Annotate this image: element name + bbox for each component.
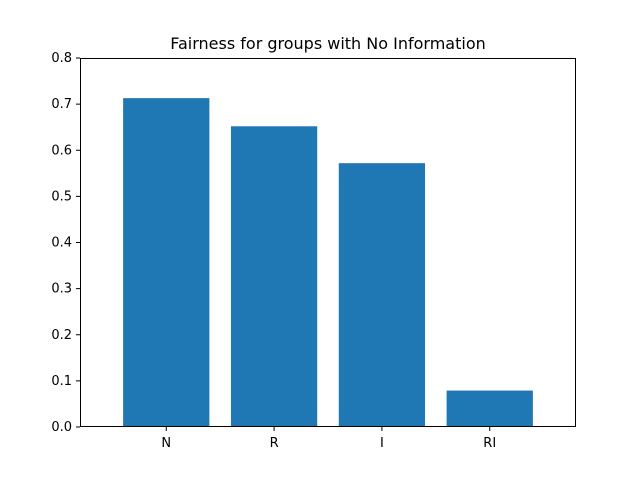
bar-r [230,126,318,427]
chart-title: Fairness for groups with No Information [170,34,486,53]
bar-i [338,163,426,428]
y-tick-label: 0.2 [51,328,72,343]
y-tick-label: 0.0 [51,420,72,435]
x-axis: N R I RI [161,427,496,451]
y-tick-label: 0.6 [51,143,72,158]
x-tick-label: N [161,436,171,451]
y-tick-label: 0.8 [51,51,72,66]
x-tick-label: RI [483,436,496,451]
plot-frame [80,58,576,427]
y-tick-label: 0.5 [51,189,72,204]
bar-ri [446,390,533,427]
x-tick-label: R [270,436,279,451]
y-tick-label: 0.4 [51,236,72,251]
bar-n [123,98,210,427]
y-tick-label: 0.1 [51,374,72,389]
y-tick-label: 0.3 [51,282,72,297]
y-tick-label: 0.7 [51,97,72,112]
x-tick-label: I [380,436,384,451]
y-axis: 0.0 0.1 0.2 0.3 0.4 0.5 0.6 0.7 0.8 [51,51,80,435]
bars-group [123,98,533,428]
